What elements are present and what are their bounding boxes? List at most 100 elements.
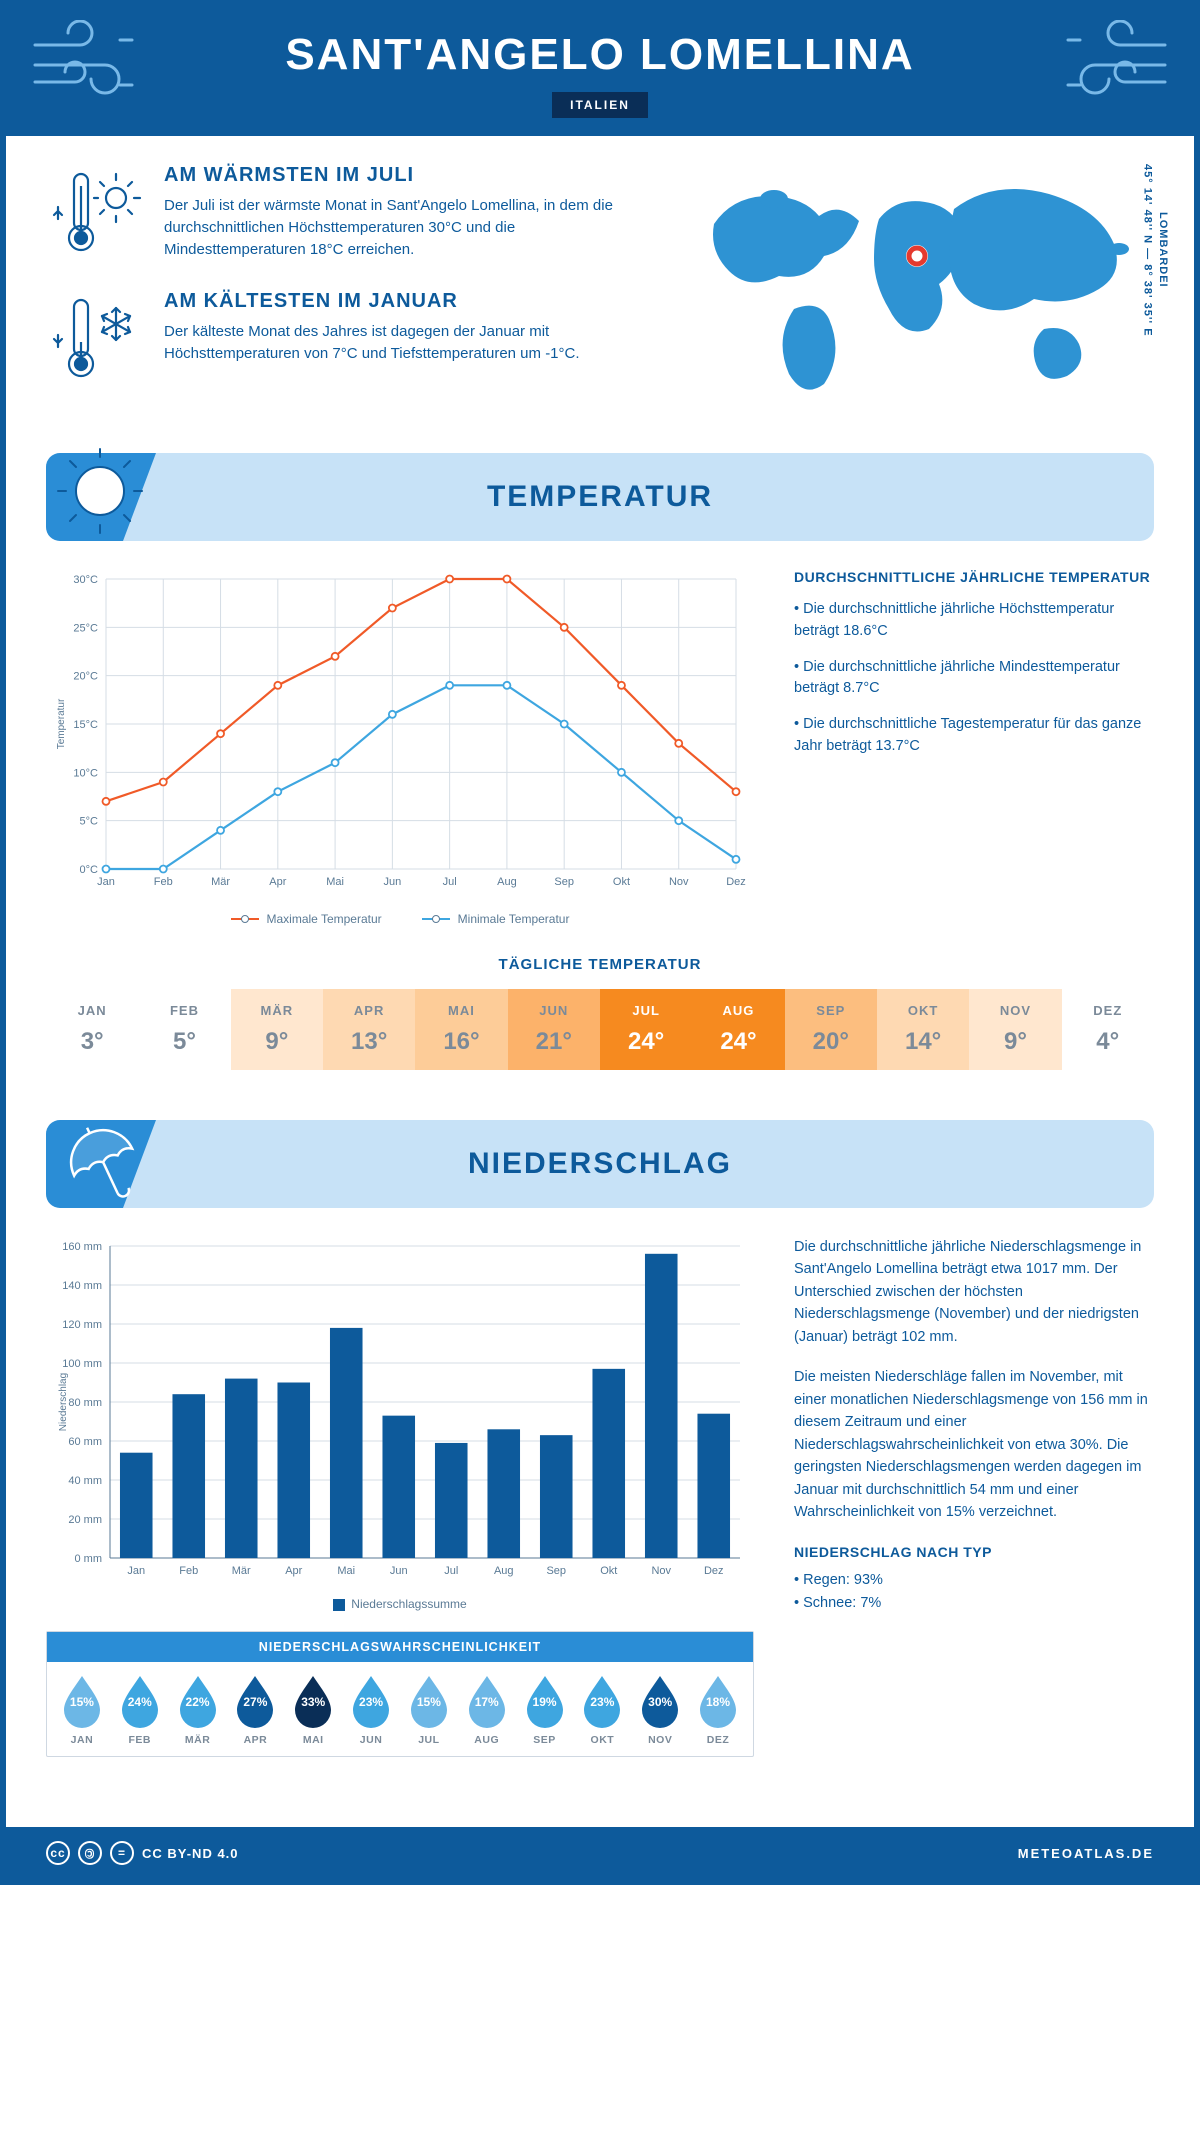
precip-prob-drop: 22%MÄR (169, 1674, 227, 1746)
temp-bullet: • Die durchschnittliche Tagestemperatur … (794, 714, 1154, 758)
facts-and-map-row: AM WÄRMSTEN IM JULI Der Juli ist der wär… (46, 164, 1154, 419)
fact-warmest-text: Der Juli ist der wärmste Monat in Sant'A… (164, 195, 644, 260)
section-title-precipitation: NIEDERSCHLAG (468, 1147, 732, 1181)
daily-temp-cell: OKT14° (877, 989, 969, 1070)
precip-prob-drop: 30%NOV (631, 1674, 689, 1746)
section-head-temperature: TEMPERATUR (46, 453, 1154, 541)
content-area: AM WÄRMSTEN IM JULI Der Juli ist der wär… (6, 164, 1194, 1827)
svg-text:Mär: Mär (211, 876, 230, 888)
page-title: SANT'ANGELO LOMELLINA (6, 30, 1194, 80)
wind-icon (30, 20, 160, 110)
country-label: ITALIEN (552, 92, 648, 118)
precip-prob-title: NIEDERSCHLAGSWAHRSCHEINLICHKEIT (47, 1632, 753, 1662)
precip-prob-drop: 23%OKT (573, 1674, 631, 1746)
svg-text:Jun: Jun (383, 876, 401, 888)
svg-text:Sep: Sep (554, 876, 574, 888)
temperature-summary-heading: DURCHSCHNITTLICHE JÄHRLICHE TEMPERATUR (794, 569, 1154, 585)
climate-facts: AM WÄRMSTEN IM JULI Der Juli ist der wär… (46, 164, 644, 419)
svg-text:Mai: Mai (326, 876, 344, 888)
page-root: SANT'ANGELO LOMELLINA ITALIEN (0, 0, 1200, 1885)
precip-prob-drop: 24%FEB (111, 1674, 169, 1746)
fact-coldest: AM KÄLTESTEN IM JANUAR Der kälteste Mona… (46, 290, 644, 390)
precipitation-section: 0 mm20 mm40 mm60 mm80 mm100 mm120 mm140 … (46, 1236, 1154, 1757)
svg-text:Dez: Dez (726, 876, 746, 888)
temperature-summary: DURCHSCHNITTLICHE JÄHRLICHE TEMPERATUR •… (794, 569, 1154, 926)
precip-prob-drop: 18%DEZ (689, 1674, 747, 1746)
svg-text:Apr: Apr (269, 876, 286, 888)
svg-text:120 mm: 120 mm (62, 1319, 102, 1331)
svg-text:Apr: Apr (285, 1565, 302, 1577)
svg-text:Mär: Mär (232, 1565, 251, 1577)
precip-paragraph-2: Die meisten Niederschläge fallen im Nove… (794, 1366, 1154, 1523)
svg-text:Nov: Nov (669, 876, 689, 888)
daily-temp-cell: JUL24° (600, 989, 692, 1070)
svg-text:Aug: Aug (497, 876, 517, 888)
svg-text:20 mm: 20 mm (68, 1514, 102, 1526)
world-map: LOMBARDEI 45° 14' 48'' N — 8° 38' 35'' E (684, 164, 1154, 419)
precip-type-line: • Schnee: 7% (794, 1592, 1154, 1614)
svg-text:Feb: Feb (179, 1565, 198, 1577)
svg-text:5°C: 5°C (80, 816, 99, 828)
precipitation-probability-box: NIEDERSCHLAGSWAHRSCHEINLICHKEIT 15%JAN24… (46, 1631, 754, 1757)
bar-chart-legend: Niederschlagssumme (46, 1597, 754, 1611)
precip-prob-drop: 15%JAN (53, 1674, 111, 1746)
precip-prob-drop: 19%SEP (516, 1674, 574, 1746)
daily-temp-cell: MÄR9° (231, 989, 323, 1070)
svg-text:Jan: Jan (127, 1565, 145, 1577)
daily-temp-cell: AUG24° (692, 989, 784, 1070)
coordinates-label: LOMBARDEI 45° 14' 48'' N — 8° 38' 35'' E (1139, 164, 1170, 337)
fact-coldest-title: AM KÄLTESTEN IM JANUAR (164, 290, 644, 313)
svg-text:Mai: Mai (337, 1565, 355, 1577)
daily-temp-cell: FEB5° (138, 989, 230, 1070)
section-title-temperature: TEMPERATUR (487, 480, 713, 514)
license-badge: cc🄯= CC BY-ND 4.0 (46, 1841, 239, 1865)
daily-temp-cell: APR13° (323, 989, 415, 1070)
svg-text:Jan: Jan (97, 876, 115, 888)
daily-temp-cell: NOV9° (969, 989, 1061, 1070)
svg-text:10°C: 10°C (73, 767, 98, 779)
daily-temp-cell: JUN21° (508, 989, 600, 1070)
svg-text:Feb: Feb (154, 876, 173, 888)
temp-bullet: • Die durchschnittliche jährliche Mindes… (794, 657, 1154, 701)
daily-temp-title: TÄGLICHE TEMPERATUR (46, 956, 1154, 973)
wind-icon (1040, 20, 1170, 110)
svg-text:15°C: 15°C (73, 719, 98, 731)
temperature-section: 0°C5°C10°C15°C20°C25°C30°CJanFebMärAprMa… (46, 569, 1154, 926)
svg-text:100 mm: 100 mm (62, 1358, 102, 1370)
precip-prob-drop: 17%AUG (458, 1674, 516, 1746)
svg-text:Aug: Aug (494, 1565, 514, 1577)
svg-text:Jul: Jul (444, 1565, 458, 1577)
svg-text:0 mm: 0 mm (75, 1553, 103, 1565)
fact-warmest: AM WÄRMSTEN IM JULI Der Juli ist der wär… (46, 164, 644, 264)
precip-prob-drop: 27%APR (226, 1674, 284, 1746)
svg-text:Jul: Jul (443, 876, 457, 888)
svg-text:0°C: 0°C (80, 864, 99, 876)
footer: cc🄯= CC BY-ND 4.0 METEOATLAS.DE (6, 1827, 1194, 1879)
temp-bullet: • Die durchschnittliche jährliche Höchst… (794, 599, 1154, 643)
hero-banner: SANT'ANGELO LOMELLINA ITALIEN (6, 6, 1194, 136)
fact-coldest-text: Der kälteste Monat des Jahres ist dagege… (164, 321, 644, 365)
svg-text:Sep: Sep (546, 1565, 566, 1577)
brand-label: METEOATLAS.DE (1018, 1846, 1154, 1861)
svg-text:20°C: 20°C (73, 671, 98, 683)
precip-paragraph-1: Die durchschnittliche jährliche Niedersc… (794, 1236, 1154, 1348)
svg-text:25°C: 25°C (73, 622, 98, 634)
daily-temp-cell: DEZ4° (1062, 989, 1154, 1070)
precip-prob-drop: 23%JUN (342, 1674, 400, 1746)
thermometer-sun-icon (46, 164, 146, 264)
precip-by-type-heading: NIEDERSCHLAG NACH TYP (794, 1542, 1154, 1564)
svg-text:Temperatur: Temperatur (56, 698, 67, 749)
precipitation-bar-chart: 0 mm20 mm40 mm60 mm80 mm100 mm120 mm140 … (46, 1236, 754, 1586)
temperature-line-chart: 0°C5°C10°C15°C20°C25°C30°CJanFebMärAprMa… (46, 569, 754, 899)
fact-warmest-title: AM WÄRMSTEN IM JULI (164, 164, 644, 187)
svg-text:Dez: Dez (704, 1565, 724, 1577)
daily-temp-cell: MAI16° (415, 989, 507, 1070)
daily-temp-cell: SEP20° (785, 989, 877, 1070)
svg-text:40 mm: 40 mm (68, 1475, 102, 1487)
world-map-svg (684, 164, 1154, 414)
svg-text:Jun: Jun (390, 1565, 408, 1577)
svg-text:60 mm: 60 mm (68, 1436, 102, 1448)
thermometer-snow-icon (46, 290, 146, 390)
precipitation-summary: Die durchschnittliche jährliche Niedersc… (794, 1236, 1154, 1757)
svg-text:Nov: Nov (651, 1565, 671, 1577)
